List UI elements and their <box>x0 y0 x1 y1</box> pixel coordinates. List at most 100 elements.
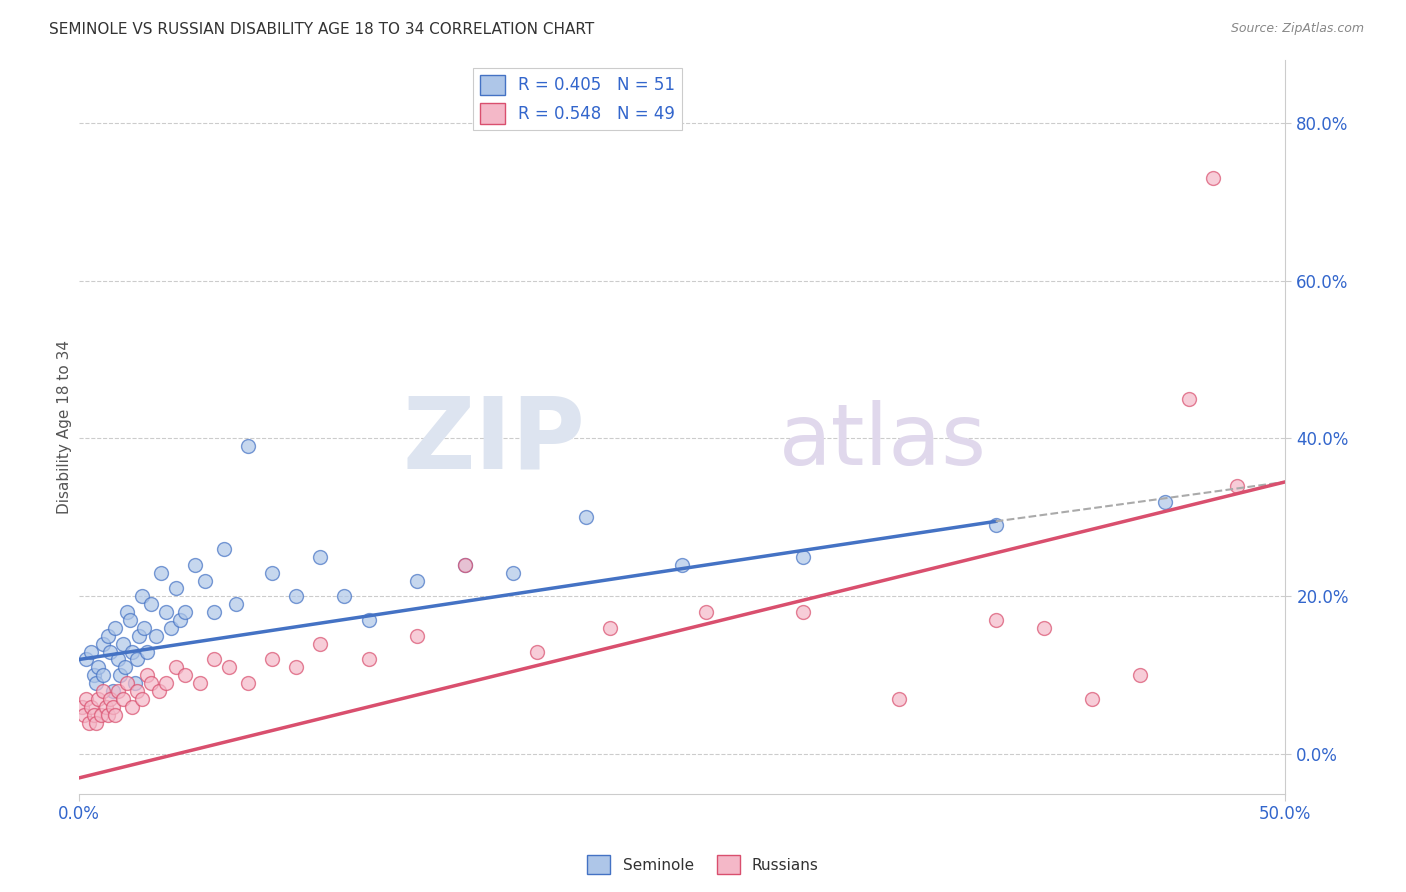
Point <box>117 676 139 690</box>
Point <box>984 613 1007 627</box>
Point <box>131 692 153 706</box>
Point <box>84 715 107 730</box>
Point <box>792 605 814 619</box>
Point <box>357 613 380 627</box>
Point <box>100 644 122 658</box>
Point <box>128 629 150 643</box>
Text: Source: ZipAtlas.com: Source: ZipAtlas.com <box>1230 22 1364 36</box>
Point <box>984 518 1007 533</box>
Point <box>117 605 139 619</box>
Point <box>114 660 136 674</box>
Point <box>91 684 114 698</box>
Point <box>174 668 197 682</box>
Point <box>108 668 131 682</box>
Point <box>107 652 129 666</box>
Point <box>526 644 548 658</box>
Text: ZIP: ZIP <box>402 392 586 490</box>
Point <box>125 684 148 698</box>
Point <box>1129 668 1152 682</box>
Point <box>792 549 814 564</box>
Point <box>84 676 107 690</box>
Point <box>70 699 93 714</box>
Point <box>165 582 187 596</box>
Point <box>135 644 157 658</box>
Point <box>75 652 97 666</box>
Point <box>236 439 259 453</box>
Legend: Seminole, Russians: Seminole, Russians <box>581 849 825 880</box>
Point <box>91 637 114 651</box>
Point <box>454 558 477 572</box>
Point <box>150 566 173 580</box>
Point <box>212 541 235 556</box>
Point <box>135 668 157 682</box>
Y-axis label: Disability Age 18 to 34: Disability Age 18 to 34 <box>58 340 72 514</box>
Point <box>80 644 103 658</box>
Point <box>285 590 308 604</box>
Point <box>101 699 124 714</box>
Point <box>309 549 332 564</box>
Point <box>188 676 211 690</box>
Point <box>94 699 117 714</box>
Point <box>165 660 187 674</box>
Point <box>134 621 156 635</box>
Point <box>889 692 911 706</box>
Point <box>155 605 177 619</box>
Point <box>124 676 146 690</box>
Point <box>100 692 122 706</box>
Point <box>118 613 141 627</box>
Point <box>193 574 215 588</box>
Point <box>90 707 112 722</box>
Point <box>125 652 148 666</box>
Point <box>121 644 143 658</box>
Point <box>107 684 129 698</box>
Point <box>104 621 127 635</box>
Point <box>155 676 177 690</box>
Point <box>73 707 96 722</box>
Point <box>1153 494 1175 508</box>
Point <box>87 692 110 706</box>
Point <box>97 707 120 722</box>
Point <box>1177 392 1199 406</box>
Point <box>202 652 225 666</box>
Text: SEMINOLE VS RUSSIAN DISABILITY AGE 18 TO 34 CORRELATION CHART: SEMINOLE VS RUSSIAN DISABILITY AGE 18 TO… <box>49 22 595 37</box>
Point <box>141 597 163 611</box>
Point <box>575 510 598 524</box>
Point <box>87 660 110 674</box>
Point <box>131 590 153 604</box>
Point <box>202 605 225 619</box>
Point <box>236 676 259 690</box>
Point <box>218 660 240 674</box>
Point <box>77 715 100 730</box>
Point <box>159 621 181 635</box>
Point <box>141 676 163 690</box>
Point <box>285 660 308 674</box>
Point <box>101 684 124 698</box>
Point <box>104 707 127 722</box>
Point <box>309 637 332 651</box>
Point <box>184 558 207 572</box>
Point <box>145 629 167 643</box>
Point <box>405 629 427 643</box>
Point <box>1081 692 1104 706</box>
Point <box>111 637 134 651</box>
Point <box>357 652 380 666</box>
Point <box>80 699 103 714</box>
Point <box>1033 621 1056 635</box>
Point <box>83 707 105 722</box>
Point <box>671 558 693 572</box>
Point <box>91 668 114 682</box>
Point <box>174 605 197 619</box>
Point <box>262 652 284 666</box>
Point <box>262 566 284 580</box>
Point <box>1226 479 1249 493</box>
Point <box>333 590 356 604</box>
Point <box>502 566 524 580</box>
Point <box>225 597 247 611</box>
Point <box>454 558 477 572</box>
Point <box>83 668 105 682</box>
Point <box>111 692 134 706</box>
Legend: R = 0.405   N = 51, R = 0.548   N = 49: R = 0.405 N = 51, R = 0.548 N = 49 <box>474 68 682 130</box>
Point <box>121 699 143 714</box>
Point <box>148 684 170 698</box>
Point <box>405 574 427 588</box>
